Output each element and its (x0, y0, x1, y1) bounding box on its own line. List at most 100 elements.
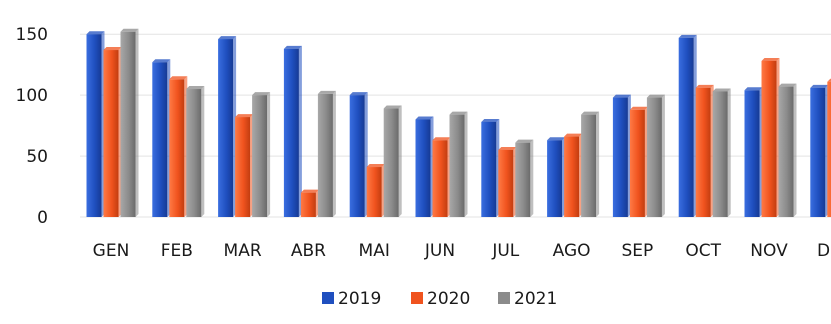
bar-front-face (827, 82, 831, 217)
legend-item-2019: 2019 (322, 289, 381, 309)
bar-front-face (779, 87, 794, 217)
x-category-label: NOV (750, 241, 788, 261)
bar-front-face (169, 79, 184, 217)
bar-2019-NOV (745, 87, 763, 217)
bar-top-face (581, 112, 599, 115)
bar-front-face (564, 137, 579, 217)
legend-label: 2019 (338, 289, 381, 309)
bar-top-face (498, 147, 516, 150)
bar-front-face (547, 140, 562, 217)
bar-top-face (647, 95, 665, 98)
bar-top-face (433, 137, 451, 140)
bar-2020-MAR (235, 114, 253, 217)
bar-front-face (450, 115, 465, 217)
y-tick-label: 0 (37, 208, 48, 228)
bar-2021-FEB (186, 86, 204, 217)
bar-front-face (433, 140, 448, 217)
bar-front-face (581, 115, 596, 217)
bar-2020-JUN (433, 137, 451, 217)
bar-top-face (696, 85, 714, 88)
bar-top-face (827, 79, 831, 82)
y-tick-label: 150 (16, 25, 48, 45)
x-category-label: JUN (424, 241, 455, 261)
bar-top-face (745, 87, 763, 90)
bar-front-face (384, 109, 399, 217)
x-category-label: MAI (359, 241, 390, 261)
bar-front-face (613, 98, 628, 217)
x-category-label: AGO (553, 241, 591, 261)
bars (87, 29, 831, 217)
bar-side-face (662, 95, 665, 217)
x-category-label: FEB (161, 241, 193, 261)
legend-label: 2021 (514, 289, 557, 309)
bar-top-face (630, 107, 648, 110)
bar-front-face (762, 61, 777, 217)
bar-front-face (104, 50, 119, 217)
bar-side-face (333, 91, 336, 217)
legend-label: 2020 (427, 289, 470, 309)
bar-top-face (384, 106, 402, 109)
bar-top-face (810, 85, 828, 88)
bar-front-face (186, 89, 201, 217)
x-category-label: DEC (817, 241, 831, 261)
bar-front-face (284, 49, 299, 217)
bar-top-face (350, 92, 368, 95)
bar-top-face (762, 58, 780, 61)
bar-top-face (104, 47, 122, 50)
bar-top-face (218, 36, 236, 39)
bar-2020-NOV (762, 58, 780, 217)
bar-front-face (121, 32, 136, 217)
legend-item-2020: 2020 (411, 289, 470, 309)
bar-top-face (613, 95, 631, 98)
bar-front-face (152, 62, 167, 217)
bar-top-face (547, 137, 565, 140)
bar-top-face (252, 92, 270, 95)
bar-side-face (399, 106, 402, 217)
bar-front-face (745, 90, 760, 217)
bar-top-face (416, 117, 434, 120)
bar-2021-AGO (581, 112, 599, 217)
bar-front-face (810, 88, 825, 217)
bar-side-face (530, 140, 533, 217)
bar-top-face (564, 134, 582, 137)
bar-top-face (367, 164, 385, 167)
bar-front-face (696, 88, 711, 217)
bar-top-face (515, 140, 533, 143)
bar-2019-DEC (810, 85, 828, 217)
bar-side-face (201, 86, 204, 217)
bar-2021-OCT (713, 88, 731, 217)
bar-2019-JUN (416, 117, 434, 218)
bar-2021-NOV (779, 84, 797, 217)
bar-top-face (121, 29, 139, 32)
bar-top-face (301, 190, 319, 193)
bar-top-face (713, 88, 731, 91)
bar-front-face (498, 150, 513, 217)
bar-front-face (218, 39, 233, 217)
x-axis-categories: GENFEBMARABRMAIJUNJULAGOSEPOCTNOVDEC (93, 241, 831, 261)
bar-2021-SEP (647, 95, 665, 217)
bar-top-face (481, 119, 499, 122)
y-tick-label: 100 (16, 86, 48, 106)
bar-top-face (186, 86, 204, 89)
bar-front-face (481, 122, 496, 217)
bar-2019-GEN (87, 31, 105, 217)
bar-2020-MAI (367, 164, 385, 217)
bar-front-face (515, 143, 530, 217)
bar-2021-JUN (450, 112, 468, 217)
x-category-label: GEN (93, 241, 130, 261)
bar-2020-DEC (827, 79, 831, 217)
bar-front-face (713, 91, 728, 217)
x-category-label: JUL (491, 241, 519, 261)
x-category-label: OCT (685, 241, 721, 261)
bar-2020-FEB (169, 76, 187, 217)
bar-front-face (679, 38, 694, 217)
bar-2021-MAR (252, 92, 270, 217)
x-category-label: MAR (224, 241, 262, 261)
bar-top-face (679, 35, 697, 38)
legend-item-2021: 2021 (498, 289, 557, 309)
bar-side-face (267, 92, 270, 217)
bar-top-face (284, 46, 302, 49)
bar-top-face (169, 76, 187, 79)
bar-top-face (235, 114, 253, 117)
